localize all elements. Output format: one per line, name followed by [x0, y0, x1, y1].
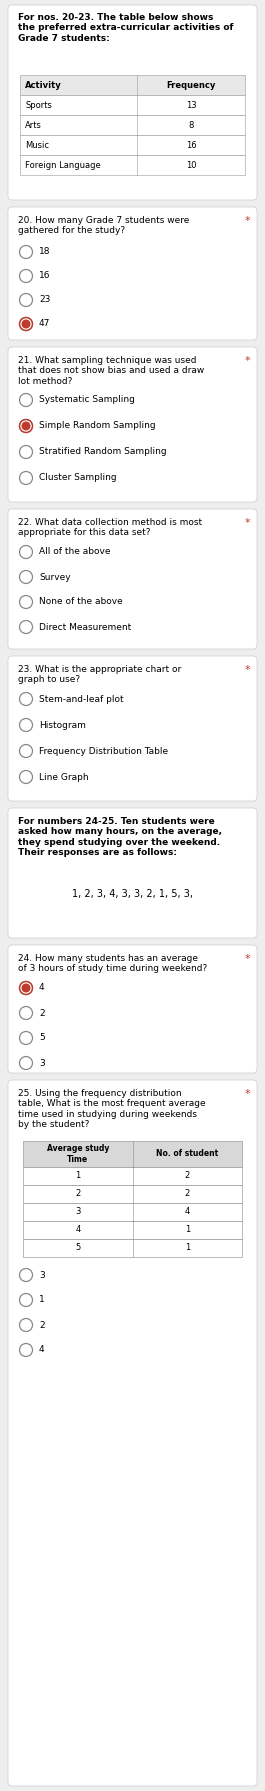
Bar — [20, 134, 245, 156]
Text: 23: 23 — [39, 296, 50, 304]
Text: 4: 4 — [39, 1345, 45, 1354]
Text: 25. Using the frequency distribution
table, What is the most frequent average
ti: 25. Using the frequency distribution tab… — [18, 1089, 206, 1128]
Text: Frequency Distribution Table: Frequency Distribution Table — [39, 747, 168, 756]
Bar — [20, 156, 245, 176]
Circle shape — [22, 985, 30, 992]
Text: Foreign Language: Foreign Language — [25, 161, 101, 170]
Text: *: * — [245, 955, 251, 964]
Text: 20. How many Grade 7 students were
gathered for the study?: 20. How many Grade 7 students were gathe… — [18, 217, 189, 235]
Text: 13: 13 — [186, 100, 196, 109]
Text: Sports: Sports — [25, 100, 52, 109]
Text: 1: 1 — [39, 1295, 45, 1304]
Text: Line Graph: Line Graph — [39, 772, 89, 781]
Text: No. of student: No. of student — [156, 1150, 218, 1159]
Text: 3: 3 — [39, 1058, 45, 1067]
Text: 21. What sampling technique was used
that does not show bias and used a draw
lot: 21. What sampling technique was used tha… — [18, 356, 204, 385]
Text: 1, 2, 3, 4, 3, 3, 2, 1, 5, 3,: 1, 2, 3, 4, 3, 3, 2, 1, 5, 3, — [72, 888, 193, 899]
Text: *: * — [245, 664, 251, 675]
Text: 2: 2 — [39, 1008, 45, 1017]
FancyBboxPatch shape — [8, 208, 257, 340]
Text: 16: 16 — [186, 140, 196, 149]
Circle shape — [22, 321, 30, 328]
Text: Direct Measurement: Direct Measurement — [39, 623, 131, 632]
FancyBboxPatch shape — [8, 5, 257, 201]
Text: 24. How many students has an average
of 3 hours of study time during weekend?: 24. How many students has an average of … — [18, 955, 207, 973]
Bar — [23, 1239, 242, 1257]
Text: Stratified Random Sampling: Stratified Random Sampling — [39, 448, 167, 457]
Text: Music: Music — [25, 140, 49, 149]
Bar — [20, 95, 245, 115]
Text: 4: 4 — [75, 1225, 80, 1234]
FancyBboxPatch shape — [8, 808, 257, 938]
Text: Stem-and-leaf plot: Stem-and-leaf plot — [39, 695, 124, 704]
Text: 1: 1 — [185, 1243, 190, 1252]
Text: 3: 3 — [39, 1270, 45, 1279]
Text: 18: 18 — [39, 247, 51, 256]
Text: 2: 2 — [185, 1189, 190, 1198]
FancyBboxPatch shape — [8, 946, 257, 1073]
Text: Survey: Survey — [39, 573, 71, 582]
Text: For numbers 24-25. Ten students were
asked how many hours, on the average,
they : For numbers 24-25. Ten students were ask… — [18, 817, 222, 858]
Text: For nos. 20-23. The table below shows
the preferred extra-curricular activities : For nos. 20-23. The table below shows th… — [18, 13, 233, 43]
FancyBboxPatch shape — [8, 509, 257, 648]
Text: 16: 16 — [39, 272, 51, 281]
Text: 4: 4 — [39, 983, 45, 992]
Text: Systematic Sampling: Systematic Sampling — [39, 396, 135, 405]
Text: 23. What is the appropriate chart or
graph to use?: 23. What is the appropriate chart or gra… — [18, 664, 181, 684]
Bar — [23, 1186, 242, 1204]
FancyBboxPatch shape — [8, 1080, 257, 1786]
Bar — [23, 1168, 242, 1186]
Text: Activity: Activity — [25, 81, 62, 90]
Text: 5: 5 — [39, 1033, 45, 1042]
Text: *: * — [245, 518, 251, 528]
FancyBboxPatch shape — [8, 347, 257, 501]
Text: Histogram: Histogram — [39, 720, 86, 729]
Text: Arts: Arts — [25, 120, 42, 129]
Text: 8: 8 — [188, 120, 194, 129]
Text: *: * — [245, 217, 251, 226]
Bar — [20, 115, 245, 134]
Bar — [23, 1141, 242, 1168]
Text: 3: 3 — [75, 1207, 81, 1216]
Text: 10: 10 — [186, 161, 196, 170]
Bar — [23, 1221, 242, 1239]
Text: None of the above: None of the above — [39, 598, 123, 607]
Text: 2: 2 — [185, 1171, 190, 1180]
Text: Frequency: Frequency — [166, 81, 216, 90]
Text: 22. What data collection method is most
appropriate for this data set?: 22. What data collection method is most … — [18, 518, 202, 537]
Bar — [23, 1204, 242, 1221]
Bar — [20, 75, 245, 95]
Text: 1: 1 — [185, 1225, 190, 1234]
Text: 2: 2 — [75, 1189, 80, 1198]
Text: Average study
Time: Average study Time — [47, 1144, 109, 1164]
Text: *: * — [245, 1089, 251, 1100]
Text: 2: 2 — [39, 1320, 45, 1329]
Text: 1: 1 — [75, 1171, 80, 1180]
FancyBboxPatch shape — [8, 656, 257, 801]
Circle shape — [22, 423, 30, 430]
Text: 47: 47 — [39, 319, 50, 328]
Text: 5: 5 — [75, 1243, 80, 1252]
Text: Cluster Sampling: Cluster Sampling — [39, 473, 117, 482]
Text: Simple Random Sampling: Simple Random Sampling — [39, 421, 156, 430]
Text: *: * — [245, 356, 251, 365]
Text: All of the above: All of the above — [39, 548, 111, 557]
Text: 4: 4 — [185, 1207, 190, 1216]
